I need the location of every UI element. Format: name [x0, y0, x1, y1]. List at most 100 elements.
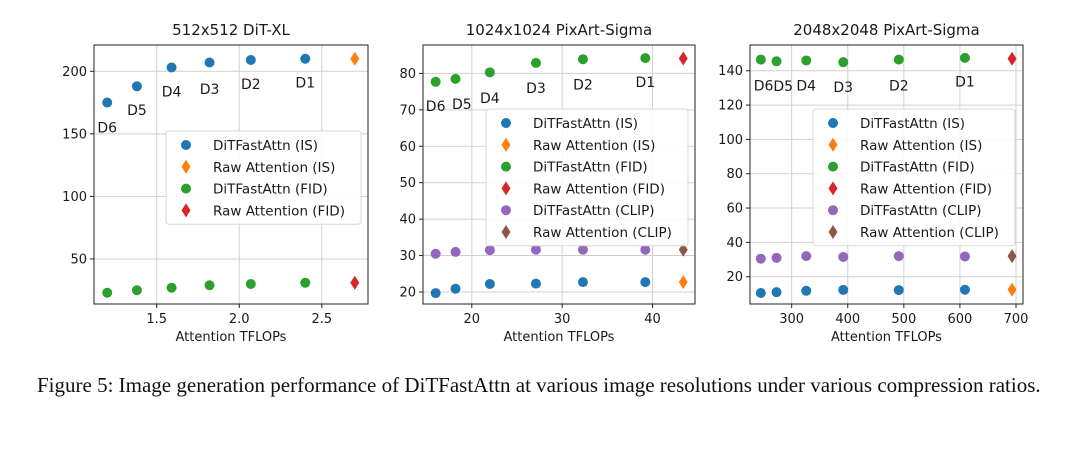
- data-point: [166, 282, 177, 293]
- data-point: [678, 51, 688, 66]
- legend-box: [812, 108, 1016, 247]
- legend-label: Raw Attention (IS): [533, 138, 655, 154]
- legend-marker: [828, 225, 838, 239]
- data-point: [300, 277, 311, 288]
- legend-marker: [501, 225, 511, 239]
- data-point: [640, 244, 651, 255]
- y-tick-label: 80: [399, 67, 416, 82]
- legend-label: DiTFastAttn (IS): [860, 116, 965, 132]
- legend-label: DiTFastAttn (FID): [860, 160, 975, 176]
- y-tick-label: 40: [399, 213, 416, 228]
- data-point: [350, 51, 360, 66]
- data-point: [1007, 249, 1017, 264]
- legend-label: Raw Attention (CLIP): [860, 225, 999, 241]
- data-point: [245, 55, 256, 66]
- point-annotation: D1: [955, 75, 975, 91]
- x-tick-label: 600: [947, 312, 972, 327]
- data-point: [430, 288, 441, 299]
- data-point: [771, 56, 782, 67]
- data-point: [102, 287, 113, 298]
- data-point: [350, 275, 360, 290]
- series-raw-attention-is: [1007, 282, 1017, 297]
- legend-marker: [181, 159, 191, 174]
- point-annotation: D1: [635, 75, 655, 91]
- data-point: [577, 54, 588, 65]
- y-tick-label: 150: [62, 127, 87, 142]
- x-tick-label: 700: [1004, 312, 1029, 327]
- data-point: [102, 97, 113, 108]
- point-annotation: D5: [773, 79, 793, 95]
- legend-marker: [501, 118, 511, 128]
- data-point: [959, 251, 970, 262]
- data-point: [893, 285, 904, 296]
- data-point: [893, 251, 904, 262]
- series-raw-attention-fid: [1007, 51, 1017, 66]
- legend-label: DiTFastAttn (FID): [213, 182, 328, 198]
- data-point: [131, 81, 142, 92]
- data-point: [801, 251, 812, 262]
- chart-title: 1024x1024 PixArt-Sigma: [466, 21, 653, 39]
- y-tick-label: 200: [62, 65, 87, 80]
- data-point: [755, 54, 766, 65]
- series-ditfastattn-clip: [755, 251, 970, 264]
- data-point: [801, 55, 812, 66]
- legend-marker: [501, 205, 511, 216]
- series-raw-attention-is: [350, 51, 360, 66]
- series-ditfastattn-fid: [755, 52, 970, 68]
- point-annotation: D1: [295, 76, 315, 92]
- data-point: [450, 73, 461, 84]
- legend-marker: [828, 161, 838, 172]
- data-point: [245, 278, 256, 289]
- legend-label: Raw Attention (FID): [533, 181, 665, 197]
- x-tick-label: 300: [779, 312, 804, 327]
- y-tick-label: 70: [399, 103, 416, 118]
- chart-3: 300 400 500 600 700 20 40 60 80 100 120 140 2048x204…: [718, 21, 1028, 345]
- legend-marker: [501, 181, 511, 196]
- series-ditfastattn-is: [102, 53, 311, 108]
- data-point: [640, 53, 651, 64]
- x-tick-label: 30: [554, 312, 571, 327]
- legend-label: DiTFastAttn (FID): [533, 160, 648, 176]
- legend: DiTFastAttn (IS) Raw Attention (IS) DiTFas…: [165, 130, 362, 225]
- data-point: [450, 246, 461, 257]
- data-point: [530, 244, 541, 255]
- legend: DiTFastAttn (IS) Raw Attention (IS) DiTFas…: [812, 108, 1016, 247]
- legend-marker: [828, 118, 838, 128]
- legend-label: DiTFastAttn (IS): [533, 116, 638, 132]
- data-point: [530, 57, 541, 68]
- series-ditfastattn-is: [755, 284, 970, 299]
- data-point: [430, 76, 441, 87]
- data-point: [640, 277, 651, 288]
- point-annotation: D3: [526, 81, 546, 97]
- data-point: [771, 287, 782, 298]
- legend-label: DiTFastAttn (CLIP): [533, 203, 655, 219]
- axes-frame: [93, 44, 369, 305]
- series-raw-attention-fid: [678, 51, 688, 66]
- point-annotation: D2: [241, 77, 261, 93]
- x-axis-label: Attention TFLOPs: [504, 330, 615, 345]
- y-tick-label: 30: [399, 249, 416, 264]
- data-point: [450, 283, 461, 294]
- y-tick-label: 120: [718, 99, 743, 114]
- legend-marker: [501, 161, 511, 172]
- series-ditfastattn-clip: [430, 244, 651, 259]
- data-point: [577, 277, 588, 288]
- data-point: [801, 285, 812, 296]
- point-annotation: D2: [573, 77, 593, 93]
- data-point: [204, 280, 215, 291]
- legend: DiTFastAttn (IS) Raw Attention (IS) DiTFas…: [485, 108, 689, 247]
- data-point: [166, 62, 177, 73]
- data-point: [484, 278, 495, 289]
- point-annotation: D6: [97, 121, 117, 137]
- legend-label: Raw Attention (FID): [213, 203, 345, 219]
- data-point: [959, 52, 970, 63]
- x-tick-label: 500: [891, 312, 916, 327]
- legend-marker: [501, 137, 511, 152]
- data-point: [300, 53, 311, 64]
- y-tick-label: 60: [399, 140, 416, 155]
- point-annotation: D4: [796, 78, 816, 94]
- legend-marker: [181, 203, 191, 218]
- y-tick-label: 60: [726, 202, 743, 217]
- legend-label: DiTFastAttn (IS): [213, 138, 318, 154]
- x-tick-label: 20: [464, 312, 481, 327]
